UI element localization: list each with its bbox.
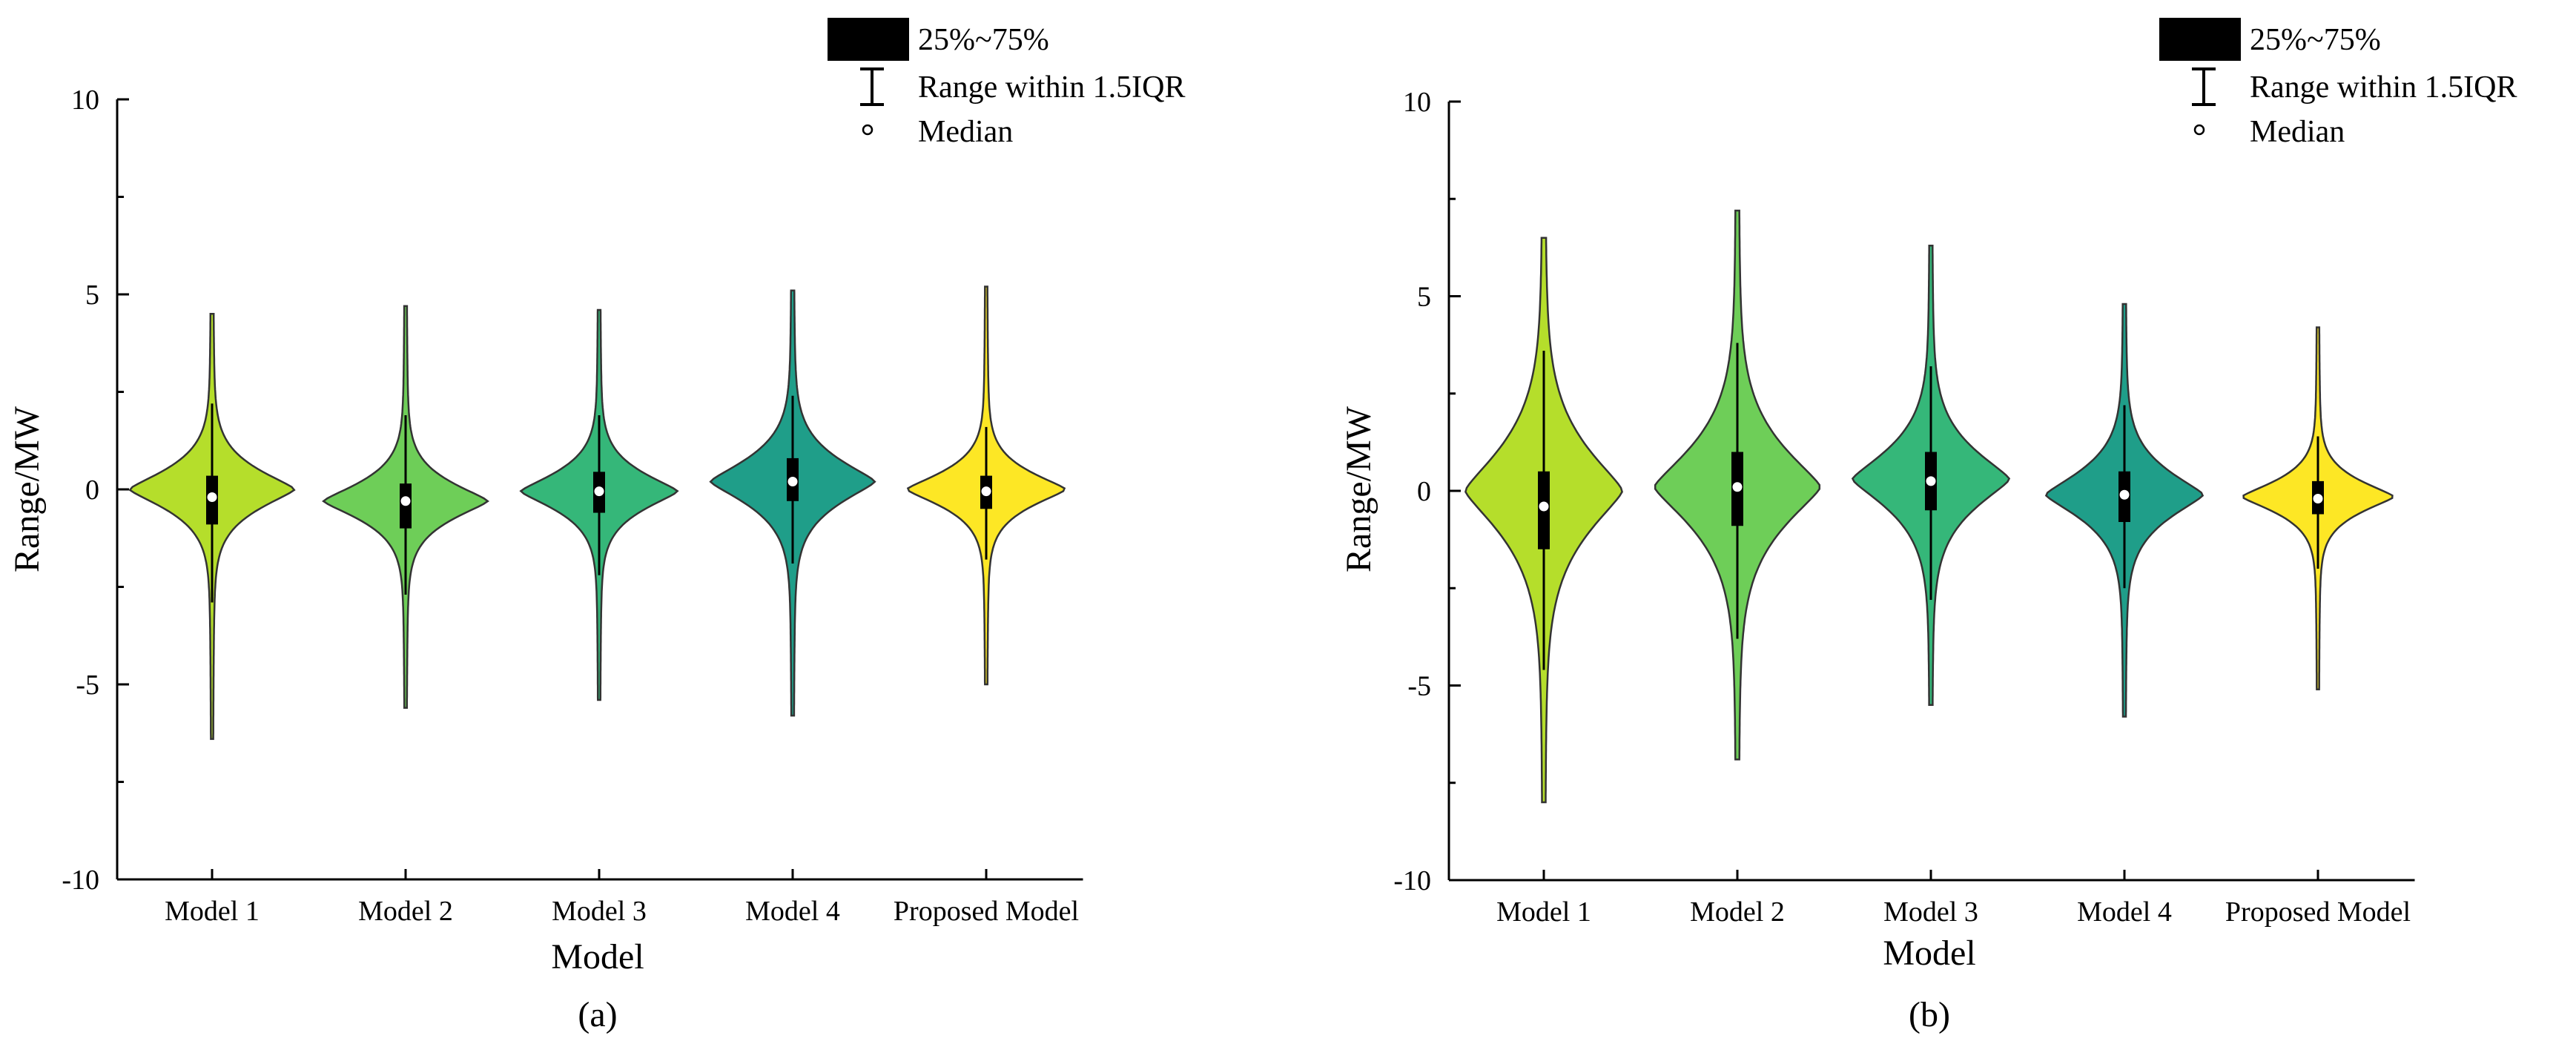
plot-area-a: 10 5 0 -5 -10 Model 1 Model 2 Model 3 Model 4 Pro… xyxy=(62,85,1083,927)
legend-median-symbol xyxy=(2193,124,2205,136)
iqr-box xyxy=(400,483,412,529)
legend-range-label: Range within 1.5IQR xyxy=(918,70,1185,105)
violin-1 xyxy=(1464,237,1623,804)
violin-2 xyxy=(1654,209,1821,761)
legend-iqr-swatch xyxy=(2159,18,2241,61)
median-dot xyxy=(2313,494,2323,503)
x-axis-title-a: Model xyxy=(551,937,644,977)
y-tick-label: -5 xyxy=(1407,671,1431,702)
violin-1 xyxy=(128,313,296,740)
panel-label-a: (a) xyxy=(578,995,617,1034)
violin-5 xyxy=(906,285,1066,686)
x-tick-label: Model 2 xyxy=(358,896,453,927)
median-dot xyxy=(1539,501,1549,512)
median-dot xyxy=(400,496,411,506)
y-tick-label: 5 xyxy=(85,280,99,311)
legend-iqr-label: 25%~75% xyxy=(2250,23,2381,57)
violin-4 xyxy=(2044,303,2205,718)
median-dot xyxy=(1926,476,1936,486)
legend-iqr-swatch xyxy=(828,18,909,61)
y-tick-label: 10 xyxy=(1403,87,1431,118)
y-tick-label: 5 xyxy=(1417,282,1431,313)
x-tick-label: Model 4 xyxy=(745,896,840,927)
y-tick-label: -10 xyxy=(1393,865,1431,896)
x-axis-title-b: Model xyxy=(1883,934,1975,973)
legend-median-label: Median xyxy=(918,115,1013,149)
plot-area-b: 10 5 0 -5 -10 Model 1 Model 2 Model 3 Model 4 Pro… xyxy=(1393,87,2415,928)
violin-4 xyxy=(709,289,876,717)
legend-median-symbol xyxy=(862,124,873,136)
violin-2 xyxy=(322,305,489,709)
x-tick-label: Model 1 xyxy=(165,896,260,927)
x-tick-label: Model 3 xyxy=(1883,896,1978,928)
y-axis-title-a: Range/MW xyxy=(7,406,47,572)
y-tick-label: -5 xyxy=(76,670,99,701)
median-dot xyxy=(594,486,604,497)
y-axis-title-b: Range/MW xyxy=(1339,406,1378,572)
median-dot xyxy=(981,486,991,497)
legend-a: 25%~75% Range within 1.5IQR Median xyxy=(828,18,1185,149)
panel-b: 25%~75% Range within 1.5IQR Median 10 5 0 -… xyxy=(1339,18,2517,1034)
x-tick-label: Proposed Model xyxy=(894,896,1079,927)
violin-3 xyxy=(1851,245,2011,707)
x-tick-label: Model 2 xyxy=(1690,896,1785,928)
violin-3 xyxy=(519,308,679,701)
x-tick-label: Model 4 xyxy=(2077,896,2172,928)
panel-a: 25%~75% Range within 1.5IQR Median 10 5 0 -… xyxy=(7,18,1185,1034)
legend-range-label: Range within 1.5IQR xyxy=(2250,70,2517,105)
panel-label-b: (b) xyxy=(1909,995,1950,1034)
x-tick-label: Proposed Model xyxy=(2225,896,2411,928)
legend-b: 25%~75% Range within 1.5IQR Median xyxy=(2159,18,2517,149)
median-dot xyxy=(1732,482,1743,492)
median-dot xyxy=(207,492,217,503)
violin-5 xyxy=(2242,326,2394,691)
y-tick-label: 0 xyxy=(85,475,99,506)
x-tick-label: Model 1 xyxy=(1496,896,1591,928)
y-tick-label: 0 xyxy=(1417,476,1431,507)
y-tick-label: 10 xyxy=(71,85,99,116)
x-tick-label: Model 3 xyxy=(552,896,647,927)
legend-range-symbol xyxy=(860,67,884,106)
y-tick-label: -10 xyxy=(62,865,99,896)
legend-iqr-label: 25%~75% xyxy=(918,23,1049,57)
legend-median-label: Median xyxy=(2250,115,2345,149)
median-dot xyxy=(787,476,798,486)
legend-range-symbol xyxy=(2192,67,2216,106)
median-dot xyxy=(2119,489,2130,500)
